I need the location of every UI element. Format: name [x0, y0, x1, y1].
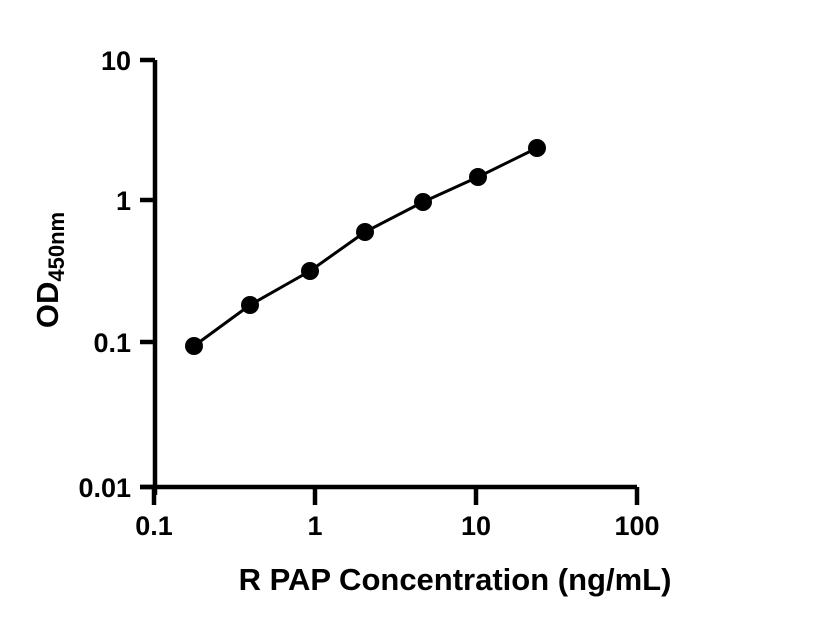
- y-axis-title-main: OD: [30, 282, 65, 329]
- y-tick-label-0.1: 0.1: [93, 328, 131, 358]
- y-axis-title: OD450nm: [30, 212, 69, 328]
- data-point: [301, 262, 319, 280]
- x-tick-label-1: 1: [307, 511, 322, 541]
- x-tick-label-100: 100: [614, 511, 659, 541]
- y-tick-label-0.01: 0.01: [78, 473, 131, 503]
- x-axis-title: R PAP Concentration (ng/mL): [239, 562, 672, 597]
- data-point: [241, 296, 259, 314]
- data-point: [528, 139, 546, 157]
- data-point: [414, 193, 432, 211]
- y-tick-label-1: 1: [116, 186, 131, 216]
- x-tick-label-0.1: 0.1: [135, 511, 173, 541]
- y-axis-title-sub: 450nm: [44, 212, 69, 282]
- y-tick-label-10: 10: [101, 46, 131, 76]
- series-markers-standard-curve: [185, 139, 546, 355]
- data-point: [185, 337, 203, 355]
- data-point: [469, 168, 487, 186]
- y-axis-title-text: OD450nm: [30, 212, 69, 328]
- data-point: [356, 223, 374, 241]
- data-series-group: [185, 139, 546, 355]
- x-tick-label-10: 10: [461, 511, 491, 541]
